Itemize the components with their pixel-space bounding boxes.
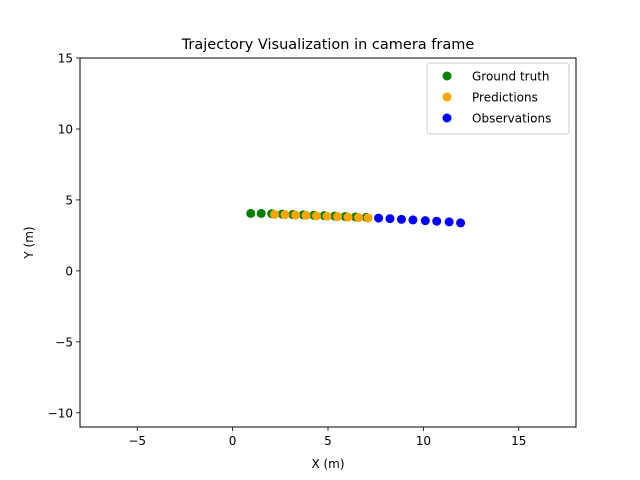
predictions-point xyxy=(280,210,290,220)
predictions-point xyxy=(291,210,301,220)
predictions-point xyxy=(312,211,322,221)
legend-marker-ground-truth xyxy=(442,71,452,81)
plot-frame xyxy=(79,57,577,428)
chart-title: Trajectory Visualization in camera frame xyxy=(181,37,475,53)
observations-point xyxy=(396,214,406,224)
legend: Ground truth Predictions Observations xyxy=(426,62,570,135)
observations-point xyxy=(408,215,418,225)
legend-label-ground-truth: Ground truth xyxy=(472,70,550,84)
predictions-point xyxy=(354,213,364,223)
x-tick-label: 0 xyxy=(229,434,237,448)
y-axis-label: Y (m) xyxy=(22,226,36,259)
x-tick-label: 5 xyxy=(324,434,332,448)
y-tick-label: 10 xyxy=(58,122,73,136)
data-points xyxy=(246,208,466,228)
observations-point xyxy=(444,217,454,227)
y-tick-label: 0 xyxy=(65,264,73,278)
y-tick-label: −5 xyxy=(55,335,73,349)
legend-label-predictions: Predictions xyxy=(472,91,538,105)
predictions-point xyxy=(322,211,332,221)
predictions-point xyxy=(270,209,280,219)
predictions-point xyxy=(343,212,353,222)
predictions-point xyxy=(333,212,343,222)
legend-box xyxy=(426,62,570,135)
y-tick-label: 5 xyxy=(65,193,73,207)
predictions-point xyxy=(363,213,373,223)
x-tick-label: −5 xyxy=(128,434,146,448)
ground-truth-point xyxy=(246,208,256,218)
y-tick-label: 15 xyxy=(58,52,73,66)
axis-ticks: −5 0 5 10 15 −10 −5 0 5 10 15 xyxy=(48,52,527,449)
observations-point xyxy=(374,213,384,223)
observations-point xyxy=(420,216,430,226)
legend-marker-predictions xyxy=(442,92,452,102)
x-axis-label: X (m) xyxy=(311,457,344,471)
observations-point xyxy=(385,214,395,224)
observations-point xyxy=(456,218,466,228)
x-tick-label: 10 xyxy=(416,434,431,448)
legend-label-observations: Observations xyxy=(472,112,551,126)
y-tick-label: −10 xyxy=(48,406,73,420)
legend-marker-observations xyxy=(442,113,452,123)
predictions-point xyxy=(301,210,311,220)
observations-point xyxy=(432,216,442,226)
x-tick-label: 15 xyxy=(511,434,526,448)
ground-truth-point xyxy=(256,208,266,218)
